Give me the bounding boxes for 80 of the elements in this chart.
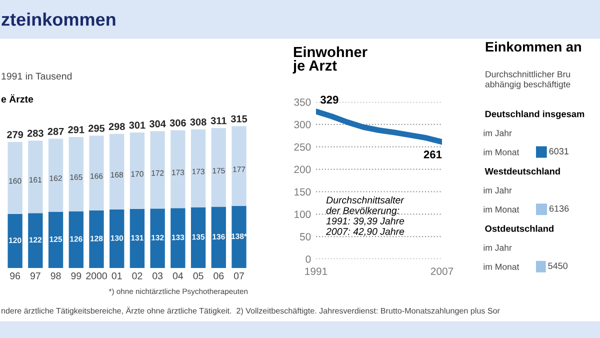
annotation: Ostdeutschland (485, 225, 554, 232)
y-tick-label: im Monat (484, 148, 520, 156)
y-tick-label: 200 (294, 166, 311, 174)
text: e Ärzte (1, 94, 34, 103)
annotation: Durchschnittsalter der Bevölkerung: 1991: 39,39 Jahre 2007: 42,90 Jahre (326, 196, 404, 236)
data-label: 6136 (549, 205, 569, 212)
text: ndere ärztliche Tätigkeitsbereiche, Ärzte ohne ärztliche Tätigkeit. 2) Vollzeitbeschäftigte. Jahresverdienst: Brutto-Monatszahlungen plus Sor (2, 306, 500, 316)
total-label: 315 (230, 115, 248, 122)
chart-title: Einwohner je Arzt (292, 46, 368, 74)
bar (68, 211, 84, 268)
bar (232, 126, 246, 206)
chart-subtitle: Durchschnittlicher Bru abhängig beschäftigte (485, 70, 570, 90)
bar (48, 212, 64, 268)
bar (28, 140, 43, 214)
y-tick-label: 300 (294, 120, 311, 128)
y-tick-label: 0 (306, 256, 311, 263)
bar (110, 209, 124, 268)
bar (150, 131, 165, 209)
chart-subtitle: 1991 in Tausend (2, 72, 72, 80)
y-tick-label: im Jahr (484, 130, 512, 136)
bar (170, 130, 186, 208)
y-tick-label: im Monat (484, 263, 520, 270)
x-tick-label: 04 (172, 272, 184, 280)
data-label: 6031 (549, 148, 568, 154)
chart-title: zteinkommen (2, 12, 116, 26)
bar (28, 213, 43, 268)
total-label: 279 (7, 131, 24, 138)
bar (48, 138, 64, 212)
y-tick-label: 350 (294, 98, 311, 106)
bar (8, 214, 22, 268)
total-label: 308 (190, 118, 206, 126)
x-tick-label: 99 (71, 272, 82, 280)
total-label: 298 (108, 122, 125, 130)
y-tick-label: im Jahr (484, 187, 512, 194)
chart-title: Einkommen an (486, 42, 581, 52)
total-label: 304 (149, 120, 166, 128)
bar (89, 136, 104, 210)
x-tick-label: 01 (112, 272, 122, 280)
x-tick-label: 97 (30, 272, 40, 280)
x-tick-label: 03 (152, 272, 163, 280)
x-tick-label: 96 (10, 272, 20, 280)
x-tick-label: 2000 (86, 272, 107, 280)
bar (68, 136, 84, 212)
y-tick-label: 250 (294, 143, 311, 151)
bar (150, 208, 165, 268)
total-label: 311 (210, 117, 226, 124)
bar (211, 206, 226, 268)
x-tick-label: 1991 (305, 268, 328, 275)
data-label: 329 (320, 96, 338, 104)
bar (130, 132, 145, 210)
y-tick-label: 100 (294, 210, 311, 218)
data-label: 261 (424, 150, 442, 158)
bar (170, 208, 186, 268)
annotation: Westdeutschland (484, 168, 560, 175)
bar (232, 206, 246, 268)
bar (190, 129, 206, 208)
x-tick-label: 05 (193, 272, 204, 280)
y-tick-label: 150 (294, 188, 311, 196)
y-tick-label: 50 (300, 233, 311, 240)
total-label: 291 (68, 126, 84, 134)
total-label: 283 (27, 130, 44, 137)
x-tick-label: 98 (50, 272, 61, 280)
bar (130, 209, 145, 268)
x-tick-label: 2007 (430, 268, 454, 275)
bar (110, 134, 124, 210)
x-tick-label: 02 (132, 272, 142, 280)
total-label: 287 (48, 128, 64, 136)
y-tick-label: im Jahr (484, 244, 512, 251)
total-label: 295 (88, 124, 105, 132)
y-tick-label: im Monat (484, 206, 520, 213)
x-tick-label: 06 (214, 272, 224, 280)
x-tick-label: 07 (234, 272, 244, 280)
total-label: 306 (170, 119, 186, 126)
bar (89, 210, 104, 268)
total-label: 301 (129, 122, 146, 129)
bar (190, 207, 206, 268)
annotation: Deutschland insgesam (485, 110, 584, 120)
data-label: 5450 (548, 262, 568, 270)
bar (8, 142, 22, 214)
bar (211, 128, 226, 207)
